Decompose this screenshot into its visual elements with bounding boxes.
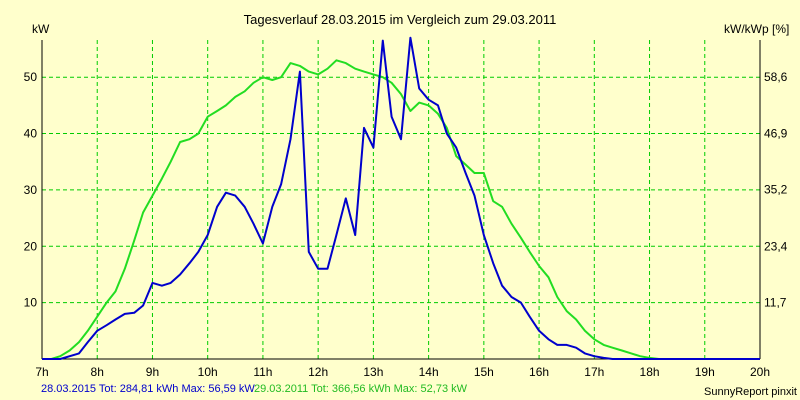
tick-labels: 7h 8h 9h 10h 11h 12h 13h 14h 15h 16h 17h 18h 19h 20h 1… [24,70,788,379]
series-layer [42,36,760,360]
y-axis-label-right: kW/kWp [%] [724,22,789,36]
y-tick-label-right: 23,4 [764,239,788,253]
y-tick-label-right: 11,7 [764,296,787,310]
y-tick-label-right: 46,9 [764,126,788,140]
x-tick-label: 7h [35,365,48,379]
credit-text: SunnyReport pinxit [704,386,797,398]
y-tick-label-left: 50 [24,70,38,84]
y-tick-label-left: 40 [24,127,38,141]
x-tick-label: 18h [640,365,660,379]
y-tick-label-left: 10 [24,296,38,310]
x-tick-label: 13h [363,365,383,379]
grid [42,40,760,359]
chart-title: Tagesverlauf 28.03.2015 im Vergleich zum… [244,12,557,27]
x-tick-label: 11h [253,365,272,379]
y-tick-label-left: 20 [24,239,38,253]
y-tick-label-left: 30 [24,183,38,197]
x-tick-label: 14h [419,365,439,379]
y-axis-label-left: kW [32,22,50,36]
series-line-29.03.2011 [42,59,760,360]
x-tick-label: 20h [750,365,770,379]
x-tick-label: 9h [146,365,159,379]
legend-2011: 29.03.2011 Tot: 366,56 kWh Max: 52,73 kW [254,383,468,395]
x-tick-label: 17h [584,365,604,379]
x-tick-label: 12h [308,365,328,379]
y-tick-label-right: 35,2 [764,183,788,197]
x-tick-label: 10h [198,365,218,379]
y-tick-label-right: 58,6 [764,70,788,84]
legend-2015: 28.03.2015 Tot: 284,81 kWh Max: 56,59 kW [41,383,255,395]
series-line-28.03.2015 [42,36,760,360]
x-tick-label: 16h [529,365,549,379]
x-tick-label: 19h [695,365,715,379]
x-tick-label: 8h [91,365,104,379]
x-tick-label: 15h [474,365,494,379]
